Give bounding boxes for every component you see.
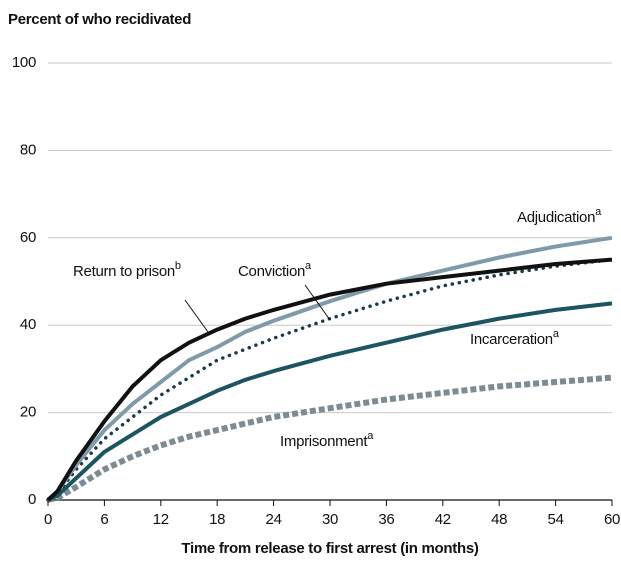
x-tick-label: 48: [491, 511, 507, 528]
x-tick-label: 24: [266, 511, 282, 528]
x-tick-label: 42: [435, 511, 451, 528]
series-name: Conviction: [238, 263, 305, 280]
y-tick-label: 80: [20, 141, 36, 158]
series-label: Return to prisonb: [73, 260, 181, 280]
chart-title: Percent of who recidivated: [8, 11, 191, 28]
x-tick-label: 30: [322, 511, 338, 528]
series-name: Return to prison: [73, 263, 175, 280]
series-line: [46, 257, 613, 502]
y-tick-label: 20: [20, 404, 36, 421]
series-footnote: a: [367, 430, 374, 442]
series-footnote: a: [305, 260, 312, 272]
series-label: Imprisonmenta: [280, 430, 374, 450]
leader-line: [184, 299, 209, 333]
series-name: Incarceration: [470, 331, 553, 348]
x-tick-label: 54: [548, 511, 564, 528]
x-tick-label: 6: [100, 511, 108, 528]
x-axis-label: Time from release to first arrest (in mo…: [181, 540, 478, 557]
series-name: Imprisonment: [280, 433, 368, 450]
y-tick-label: 0: [28, 491, 36, 508]
leader-line: [304, 284, 331, 321]
y-tick-label: 60: [20, 229, 36, 246]
series-label: Adjudicationa: [517, 206, 602, 226]
x-tick-label: 12: [153, 511, 169, 528]
y-tick-label: 40: [20, 316, 36, 333]
series-line: [46, 235, 613, 502]
series-name: Adjudication: [517, 209, 595, 226]
x-tick-label: 0: [44, 511, 52, 528]
series-label: Convictiona: [238, 260, 312, 280]
y-tick-label: 100: [12, 54, 36, 71]
x-tick-label: 60: [604, 511, 620, 528]
x-tick-label: 18: [209, 511, 225, 528]
series-label: Incarcerationa: [470, 328, 560, 348]
series-line: [46, 257, 614, 502]
series-line: [47, 301, 613, 502]
series-footnote: a: [553, 328, 560, 340]
series-footnote: a: [595, 206, 602, 218]
x-tick-label: 36: [378, 511, 394, 528]
series-footnote: b: [175, 260, 181, 272]
series-line: [47, 374, 613, 503]
